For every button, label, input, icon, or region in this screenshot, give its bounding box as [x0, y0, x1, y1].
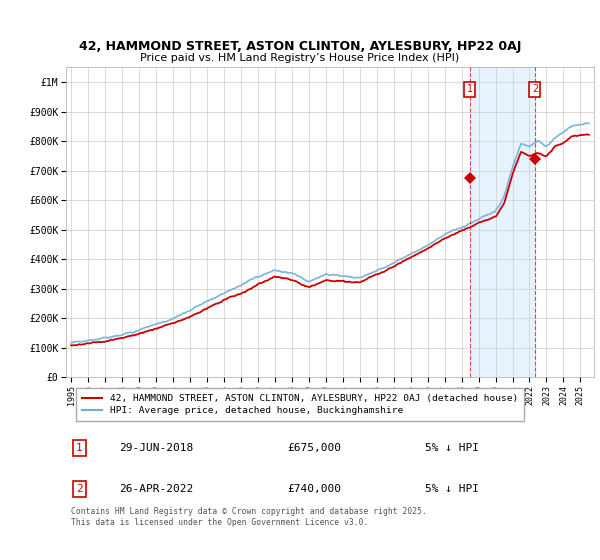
Text: Price paid vs. HM Land Registry’s House Price Index (HPI): Price paid vs. HM Land Registry’s House …: [140, 53, 460, 63]
Text: 2: 2: [532, 85, 538, 94]
Text: 26-APR-2022: 26-APR-2022: [119, 484, 193, 494]
Bar: [470, 67, 535, 377]
Text: 42, HAMMOND STREET, ASTON CLINTON, AYLESBURY, HP22 0AJ: 42, HAMMOND STREET, ASTON CLINTON, AYLES…: [79, 40, 521, 53]
Text: 5% ↓ HPI: 5% ↓ HPI: [425, 484, 479, 494]
Text: 1: 1: [76, 443, 83, 453]
Text: Contains HM Land Registry data © Crown copyright and database right 2025.
This d: Contains HM Land Registry data © Crown c…: [71, 507, 427, 526]
Text: £740,000: £740,000: [288, 484, 342, 494]
Text: 5% ↓ HPI: 5% ↓ HPI: [425, 443, 479, 453]
Text: 29-JUN-2018: 29-JUN-2018: [119, 443, 193, 453]
Text: £675,000: £675,000: [288, 443, 342, 453]
Text: 2: 2: [76, 484, 83, 494]
Text: 1: 1: [467, 85, 473, 94]
Legend: 42, HAMMOND STREET, ASTON CLINTON, AYLESBURY, HP22 0AJ (detached house), HPI: Av: 42, HAMMOND STREET, ASTON CLINTON, AYLES…: [76, 389, 524, 421]
